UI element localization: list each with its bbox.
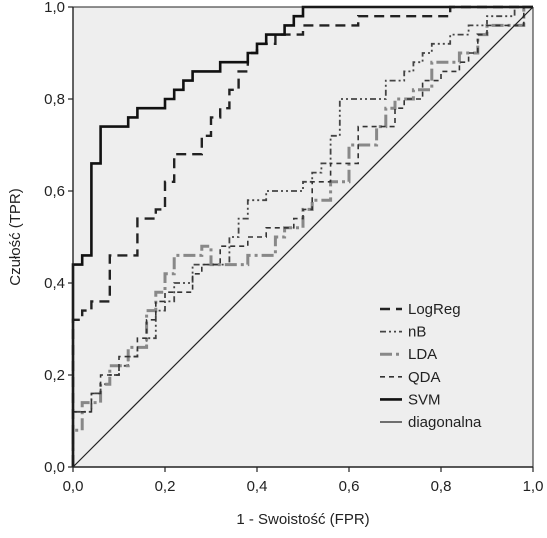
legend-label-nb: nB (408, 324, 426, 341)
legend-label-diagonalna: diagonalna (408, 414, 482, 431)
x-tick-label: 0,6 (339, 478, 360, 495)
legend-label-logreg: LogReg (408, 301, 461, 318)
legend-label-qda: QDA (408, 369, 441, 386)
series-layer (71, 5, 534, 468)
x-ticks: 0,0 0,2 0,4 0,6 0,8 1,0 (63, 467, 544, 495)
x-tick-label: 0,4 (247, 478, 268, 495)
legend-label-svm: SVM (408, 391, 441, 408)
y-tick-label: 0,2 (44, 367, 65, 384)
legend-label-lda: LDA (408, 346, 437, 363)
y-tick-label: 0,8 (44, 91, 65, 108)
series-line-diagonalna (72, 6, 534, 468)
y-tick-label: 0,4 (44, 275, 65, 292)
series-line-logreg (71, 5, 533, 467)
y-axis-title: Czułość (TPR) (7, 188, 24, 286)
x-tick-label: 0,2 (155, 478, 176, 495)
series-line-qda (72, 6, 533, 467)
y-ticks: 0,0 0,2 0,4 0,6 0,8 1,0 (44, 0, 73, 476)
x-tick-label: 0,0 (63, 478, 84, 495)
x-tick-label: 0,8 (431, 478, 452, 495)
y-tick-label: 1,0 (44, 0, 65, 16)
y-tick-label: 0,6 (44, 183, 65, 200)
y-tick-label: 0,0 (44, 459, 65, 476)
series-line-svm (71, 5, 533, 467)
legend: LogReg nB LDA QDA SVM diagonalna (380, 301, 482, 431)
x-axis-title: 1 - Swoistość (FPR) (236, 511, 369, 528)
x-tick-label: 1,0 (523, 478, 544, 495)
